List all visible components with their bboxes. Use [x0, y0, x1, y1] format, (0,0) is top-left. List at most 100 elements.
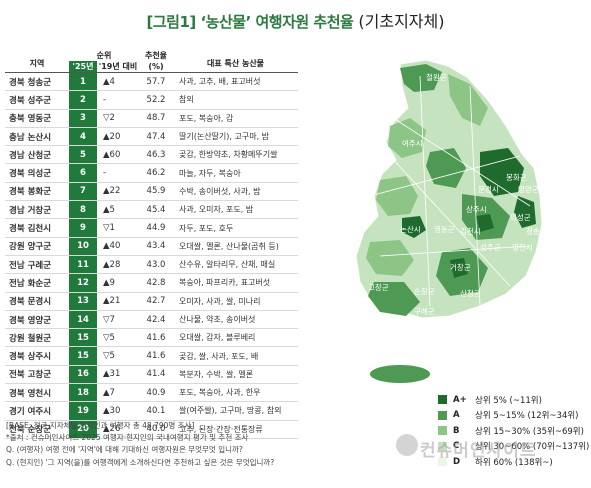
header-rate-unit: (%) [139, 61, 173, 73]
cell-rate: 57.7 [139, 72, 173, 92]
cell-rate: 43.4 [139, 237, 173, 256]
cell-rate: 41.4 [139, 365, 173, 385]
cell-rate: 41.6 [139, 328, 173, 348]
table-row: 경북 청송군 1 ▲4 57.7 사과, 고추, 배, 표고버섯 [5, 72, 298, 92]
map-label-sunchang: 순창군 [414, 287, 435, 296]
cell-rank: 3 [69, 109, 97, 128]
region-jeonbuk [366, 240, 414, 276]
legend-desc: 하위 60% (138위~) [475, 457, 553, 468]
note-question-traveler: Q. (여행자) 여행 전에 '지역'에 대해 기대하신 여행자원은 무엇무엇 … [6, 445, 243, 455]
cell-region: 경북 성주군 [5, 90, 69, 110]
cell-region: 전북 순창군 [5, 420, 69, 439]
cell-products: 포도, 복숭아, 사과, 한우 [173, 383, 298, 403]
region-gangwon-north [400, 64, 442, 92]
cell-region: 경북 의성군 [5, 163, 69, 183]
cell-change: ▽7 [97, 310, 139, 330]
cell-change: ▲30 [97, 401, 139, 421]
cell-products: 오대쌀, 감자, 블루베리 [173, 328, 298, 348]
title-block: [그림1] ‘농산물’ 여행자원 추천율 (기초지자체) [0, 8, 591, 32]
cell-rate: 43.0 [139, 255, 173, 275]
map-label-gimcheon: 김천시 [460, 226, 481, 236]
cell-rank: 8 [69, 200, 97, 220]
cell-products: 사과, 오미자, 포도, 밤 [173, 200, 298, 220]
cell-rank: 13 [69, 292, 97, 311]
region-cheongsong [514, 196, 536, 228]
map-label-cheorwon: 철원군 [426, 72, 447, 82]
cell-rate: 45.4 [139, 200, 173, 220]
cell-products: 복숭아, 파프리카, 표고버섯 [173, 273, 298, 293]
cell-rate: 47.4 [139, 127, 173, 147]
legend-swatch [438, 395, 447, 405]
table-row: 경북 상주시 15 ▽5 41.6 곶감, 쌀, 사과, 포도, 배 [5, 346, 298, 366]
cell-rate: 52.2 [139, 90, 173, 110]
cell-change: ▲22 [97, 182, 139, 202]
table-row: 전남 구례군 11 ▲28 43.0 산수유, 알타리무, 산채, 매실 [5, 255, 298, 275]
legend-item: C 상위 30~60% (70위~137위) [438, 439, 589, 455]
map-label-gurye: 구례군 [414, 306, 435, 316]
map-label-yeongdong: 영동군 [434, 224, 455, 234]
cell-products: 참외 [173, 90, 298, 110]
map-label-sancheong: 산청군 [460, 288, 481, 298]
region-borders [369, 75, 531, 307]
cell-change: ▲31 [97, 365, 139, 385]
cell-products: 마늘, 자두, 복숭아 [173, 163, 298, 183]
cell-change: ▲21 [97, 292, 139, 311]
table-row: 충북 영동군 3 ▽2 48.7 포도, 복숭아, 감 [5, 109, 298, 128]
table-body: 경북 청송군 1 ▲4 57.7 사과, 고추, 배, 표고버섯 경북 성주군 2-52.2… [5, 72, 298, 439]
map-label-yeongcheon: 영천시 [512, 242, 533, 252]
cell-rate: 42.7 [139, 292, 173, 311]
cell-region: 경기 여주시 [5, 401, 69, 421]
table-row: 전남 화순군 12 ▲9 42.8 복숭아, 파프리카, 표고버섯 [5, 273, 298, 293]
watermark: 컨슈머인사이트 [420, 441, 537, 461]
legend-swatch [438, 410, 447, 420]
cell-region: 경남 거창군 [5, 200, 69, 220]
header-products: 대표 특산 농산물 [173, 50, 298, 73]
map-label-yanggu: 양구군 [470, 73, 491, 82]
cell-region: 전북 고창군 [5, 365, 69, 385]
table-row: 강원 양구군 10 ▲40 43.4 오대쌀, 멜론, 산나물(곰취 등) [5, 237, 298, 256]
cell-region: 전남 구례군 [5, 255, 69, 275]
legend-desc: 상위 5% (~11위) [475, 395, 542, 406]
cell-rate: 42.8 [139, 273, 173, 293]
chart-title: [그림1] ‘농산물’ 여행자원 추천율 [146, 13, 354, 31]
cell-rank: 1 [69, 72, 97, 92]
cell-products: 곶감, 한방약초, 차황메뚜기쌀 [173, 145, 298, 165]
cell-change: ▲40 [97, 237, 139, 256]
map-label-seongju: 성주군 [480, 243, 501, 252]
cell-rank: 2 [69, 90, 97, 110]
cell-products: 딸기(논산딸기), 고구마, 밤 [173, 127, 298, 147]
cell-products: 산수유, 알타리무, 산채, 매실 [173, 255, 298, 275]
cell-region: 충북 영동군 [5, 109, 69, 128]
cell-rate: 41.6 [139, 346, 173, 366]
map-label-hwasun: 화순군 [392, 315, 413, 324]
cell-rank: 19 [69, 401, 97, 421]
table-row: 경북 영양군 14 ▽7 42.4 산나물, 약초, 송이버섯 [5, 310, 298, 330]
cell-rank: 15 [69, 346, 97, 366]
table-row: 경북 봉화군 7 ▲22 45.9 수박, 송이버섯, 사과, 밤 [5, 182, 298, 202]
cell-region: 강원 양구군 [5, 237, 69, 256]
cell-products: 사과, 고추, 배, 표고버섯 [173, 72, 298, 92]
cell-rate: 45.9 [139, 182, 173, 202]
cell-region: 경북 문경시 [5, 292, 69, 311]
legend-swatch [438, 457, 447, 467]
cell-products: 수박, 송이버섯, 사과, 밤 [173, 182, 298, 202]
cell-change: ▲60 [97, 145, 139, 165]
legend-grade: C [453, 441, 460, 452]
map-label-yeongyang: 영양군 [518, 184, 539, 194]
cell-region: 경북 봉화군 [5, 182, 69, 202]
notes: [BASE: 전국 지자체별 현지인과 여행자 총 48,790명 조사] *출… [6, 420, 306, 469]
legend-grade: B [453, 425, 460, 436]
legend: A+ 상위 5% (~11위) A 상위 5~15% (12위~34위) B 상위 15~… [438, 392, 589, 470]
header-rank-vs19: '19년 대비 [97, 61, 139, 73]
cell-change: ▽1 [97, 218, 139, 238]
table-row: 경북 성주군 2-52.2 참외 [5, 90, 298, 110]
cell-change: ▲20 [97, 127, 139, 147]
region-sancheong [450, 258, 468, 278]
cell-change: ▲4 [97, 72, 139, 92]
cell-rank: 5 [69, 145, 97, 165]
table-row: 경남 산청군 5 ▲60 46.3 곶감, 한방약초, 차황메뚜기쌀 [5, 145, 298, 165]
cell-products: 복분자, 수박, 쌀, 멜론 [173, 365, 298, 385]
cell-change: ▲28 [97, 255, 139, 275]
header-region: 지역 [5, 50, 69, 73]
cell-rank: 7 [69, 182, 97, 202]
